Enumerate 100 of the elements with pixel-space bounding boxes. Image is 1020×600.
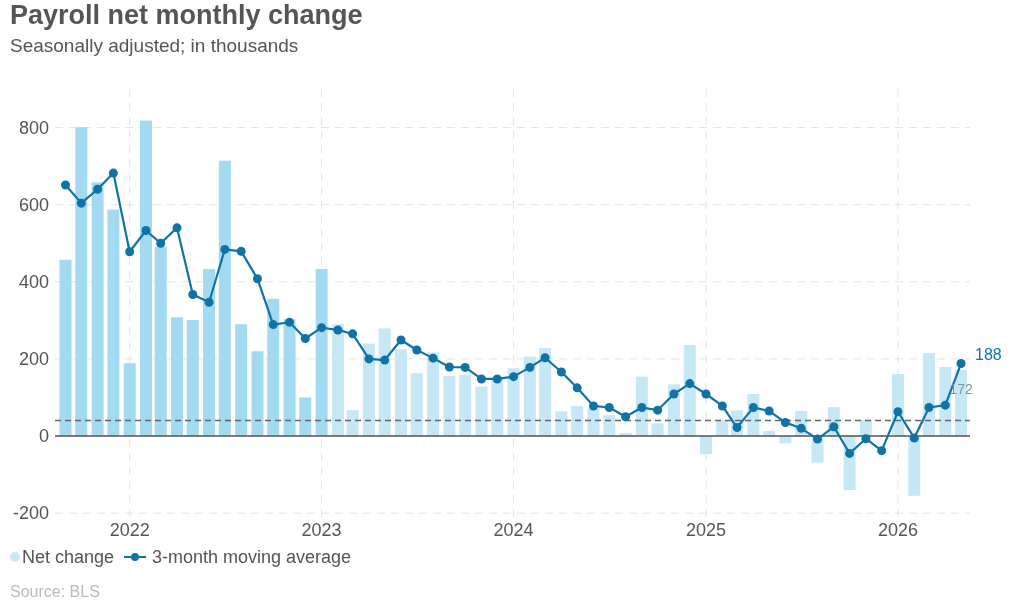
point bbox=[93, 184, 103, 194]
point bbox=[396, 335, 406, 345]
point bbox=[236, 246, 246, 256]
bar bbox=[491, 378, 504, 437]
bar bbox=[587, 408, 600, 437]
bar bbox=[603, 415, 616, 437]
point bbox=[669, 389, 679, 399]
bar bbox=[459, 374, 472, 437]
bar bbox=[139, 120, 152, 437]
bar bbox=[395, 349, 408, 437]
point bbox=[252, 274, 262, 284]
point bbox=[909, 433, 919, 443]
point bbox=[556, 367, 566, 377]
bar bbox=[91, 182, 104, 437]
bar bbox=[154, 246, 167, 437]
point bbox=[156, 238, 166, 248]
point bbox=[956, 359, 966, 369]
point bbox=[588, 401, 598, 411]
bar bbox=[267, 298, 280, 437]
point bbox=[61, 180, 71, 190]
bar bbox=[203, 269, 216, 437]
bar bbox=[218, 160, 231, 437]
point bbox=[492, 374, 502, 384]
point bbox=[509, 372, 519, 382]
bar bbox=[75, 127, 88, 437]
y-tick-label: 400 bbox=[18, 271, 49, 292]
point bbox=[748, 402, 758, 412]
bar bbox=[410, 373, 423, 437]
point bbox=[476, 374, 486, 384]
y-tick-label: 600 bbox=[18, 194, 49, 215]
point bbox=[220, 244, 230, 254]
point bbox=[621, 412, 631, 422]
chart-subtitle: Seasonally adjusted; in thousands bbox=[10, 35, 299, 56]
x-tick-label: 2024 bbox=[493, 520, 534, 540]
point bbox=[604, 402, 614, 412]
point bbox=[268, 320, 278, 330]
source-note: Source: BLS bbox=[10, 583, 100, 600]
bar bbox=[700, 436, 713, 455]
point bbox=[525, 362, 535, 372]
bar bbox=[315, 269, 328, 437]
bar bbox=[283, 319, 296, 437]
point bbox=[540, 353, 550, 363]
bar bbox=[651, 423, 664, 437]
point bbox=[172, 223, 182, 233]
bar bbox=[107, 209, 120, 437]
legend-label: Net change bbox=[22, 547, 115, 567]
x-tick-label: 2025 bbox=[685, 520, 727, 540]
legend-label: 3-month moving average bbox=[152, 547, 352, 567]
bar bbox=[539, 348, 552, 437]
bar bbox=[427, 352, 440, 437]
bar bbox=[186, 319, 199, 437]
bar bbox=[331, 324, 344, 437]
point bbox=[940, 400, 950, 410]
y-tick-label: 0 bbox=[38, 426, 49, 447]
y-tick-label: -200 bbox=[12, 503, 49, 524]
point bbox=[637, 402, 647, 412]
bar bbox=[475, 386, 488, 437]
point bbox=[108, 168, 118, 178]
point bbox=[780, 418, 790, 428]
bar bbox=[299, 397, 312, 437]
point bbox=[348, 329, 358, 339]
data-label: 188 bbox=[975, 345, 1002, 363]
point bbox=[924, 402, 934, 412]
bar bbox=[346, 410, 359, 437]
bar bbox=[235, 324, 248, 437]
point bbox=[764, 406, 774, 416]
point bbox=[76, 198, 86, 208]
point bbox=[125, 247, 135, 257]
point bbox=[653, 405, 663, 415]
bar bbox=[443, 375, 456, 437]
bar bbox=[378, 328, 391, 437]
bar bbox=[922, 353, 935, 437]
y-tick-label: 200 bbox=[18, 348, 49, 369]
point bbox=[333, 325, 343, 335]
point bbox=[317, 323, 327, 333]
bar bbox=[59, 259, 72, 437]
point bbox=[300, 333, 310, 343]
point bbox=[428, 353, 438, 363]
point bbox=[188, 290, 198, 300]
x-tick-label: 2026 bbox=[877, 520, 918, 540]
chart-title: Payroll net monthly change bbox=[10, 0, 363, 30]
point bbox=[412, 345, 422, 355]
bar bbox=[171, 317, 183, 437]
point bbox=[444, 362, 454, 372]
point bbox=[717, 401, 727, 411]
bar bbox=[571, 405, 584, 437]
point bbox=[380, 355, 390, 365]
point bbox=[845, 448, 855, 458]
point bbox=[685, 379, 695, 389]
bar bbox=[683, 345, 696, 437]
y-tick-label: 800 bbox=[18, 117, 49, 138]
point bbox=[460, 362, 470, 372]
bar bbox=[251, 351, 264, 437]
point bbox=[829, 422, 839, 432]
x-tick-label: 2022 bbox=[109, 520, 150, 540]
point bbox=[204, 297, 214, 307]
x-tick-label: 2023 bbox=[301, 520, 342, 540]
point bbox=[861, 434, 871, 444]
bar bbox=[123, 363, 136, 437]
point bbox=[893, 407, 903, 417]
